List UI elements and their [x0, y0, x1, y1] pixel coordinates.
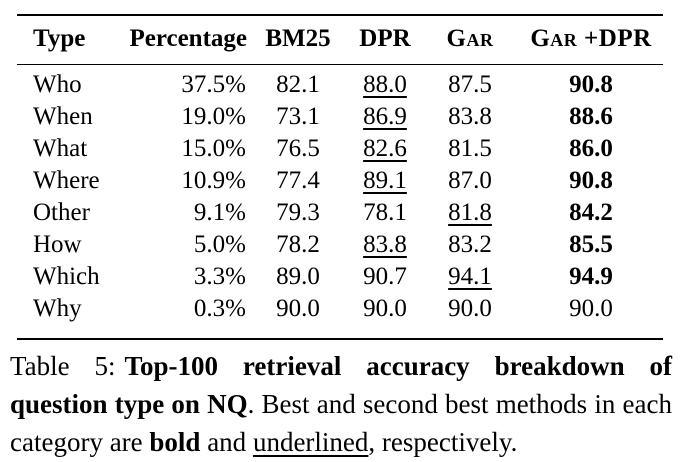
- table-row: Which 3.3% 89.0 90.7 94.1 94.9: [17, 261, 663, 293]
- table-cell: 90.8: [569, 71, 613, 98]
- table-cell: 78.2: [276, 231, 320, 258]
- table-cell: 9.1%: [193, 199, 246, 226]
- table-row: Where 10.9% 77.4 89.1 87.0 90.8: [17, 165, 663, 197]
- table-cell: 87.0: [448, 167, 492, 194]
- caption-segment: and: [200, 427, 253, 457]
- table-cell: 15.0%: [181, 135, 246, 162]
- caption-segment: . Best and second best methods in each c…: [10, 389, 673, 457]
- table-cell: Who: [33, 71, 82, 98]
- column-header-type: Type: [33, 25, 86, 52]
- table-cell: 90.0: [363, 295, 407, 322]
- table-cell: 94.1: [448, 263, 492, 290]
- column-header-percentage: Percentage: [129, 25, 247, 52]
- table-cell: 37.5%: [181, 71, 246, 98]
- table-cell: 90.0: [276, 295, 320, 322]
- table-header-row: Type Percentage BM25 DPR Gar Gar +DPR: [17, 15, 663, 65]
- table-cell: 90.0: [448, 295, 492, 322]
- column-header-gar-dpr: Gar +DPR: [530, 25, 652, 52]
- column-header-dpr: DPR: [359, 25, 411, 52]
- table-cell: 79.3: [276, 199, 320, 226]
- caption-segment: Top-100 retrieval accuracy breakdown of …: [10, 351, 672, 419]
- table-cell: Which: [33, 263, 100, 290]
- table-row: How 5.0% 78.2 83.8 83.2 85.5: [17, 229, 663, 261]
- table-cell: 85.5: [569, 231, 613, 258]
- table-body: Who 37.5% 82.1 88.0 87.5 90.8 When 19.0% 73.1 86.…: [17, 65, 663, 340]
- table-cell: How: [33, 231, 82, 258]
- table-cell: 83.8: [363, 231, 407, 258]
- caption-segment: , respectively.: [368, 427, 518, 457]
- table-cell: 87.5: [448, 71, 492, 98]
- table-cell: 76.5: [276, 135, 320, 162]
- table-cell: 88.0: [363, 71, 407, 98]
- caption-segment: Table 5:: [10, 351, 116, 381]
- table-cell: 81.5: [448, 135, 492, 162]
- caption-segment: underlined: [252, 427, 369, 457]
- table-cell: 89.0: [276, 263, 320, 290]
- caption-segment: bold: [149, 427, 201, 457]
- table-cell: Other: [33, 199, 90, 226]
- table-cell: 89.1: [363, 167, 407, 194]
- table-cell: Why: [33, 295, 82, 322]
- table-cell: 90.7: [363, 263, 407, 290]
- table-cell: 78.1: [363, 199, 407, 226]
- table-row: When 19.0% 73.1 86.9 83.8 88.6: [17, 101, 663, 133]
- table-cell: 84.2: [569, 199, 613, 226]
- table-cell: Where: [33, 167, 100, 194]
- table-cell: 73.1: [276, 103, 320, 130]
- table-cell: 3.3%: [193, 263, 246, 290]
- results-table: Type Percentage BM25 DPR Gar Gar +DPR Who 37.5…: [17, 14, 663, 340]
- table-cell: 81.8: [448, 199, 492, 226]
- table-cell: 10.9%: [181, 167, 246, 194]
- table-cell: 86.0: [569, 135, 613, 162]
- table-row: Why 0.3% 90.0 90.0 90.0 90.0: [17, 293, 663, 339]
- table-row: What 15.0% 76.5 82.6 81.5 86.0: [17, 133, 663, 165]
- table-cell: 88.6: [569, 103, 613, 130]
- table-cell: 86.9: [363, 103, 407, 130]
- table-cell: What: [33, 135, 88, 162]
- table-cell: 5.0%: [193, 231, 246, 258]
- table-cell: 94.9: [569, 263, 613, 290]
- table-cell: 90.8: [569, 167, 613, 194]
- table-row: Who 37.5% 82.1 88.0 87.5 90.8: [17, 65, 663, 102]
- table-cell: 19.0%: [181, 103, 246, 130]
- table-cell: 83.8: [448, 103, 492, 130]
- table-cell: 82.6: [363, 135, 407, 162]
- table-cell: When: [33, 103, 93, 130]
- table-cell: 83.2: [448, 231, 492, 258]
- column-header-gar: Gar: [446, 25, 494, 52]
- table-row: Other 9.1% 79.3 78.1 81.8 84.2: [17, 197, 663, 229]
- table-cell: 0.3%: [193, 295, 246, 322]
- table-header: Type Percentage BM25 DPR Gar Gar +DPR: [17, 15, 663, 65]
- table-cell: 90.0: [569, 295, 613, 322]
- table-cell: 82.1: [276, 71, 320, 98]
- column-header-bm25: BM25: [265, 25, 331, 52]
- table-caption: Table 5: Top-100 retrieval accuracy break…: [10, 347, 672, 461]
- table-cell: 77.4: [276, 167, 320, 194]
